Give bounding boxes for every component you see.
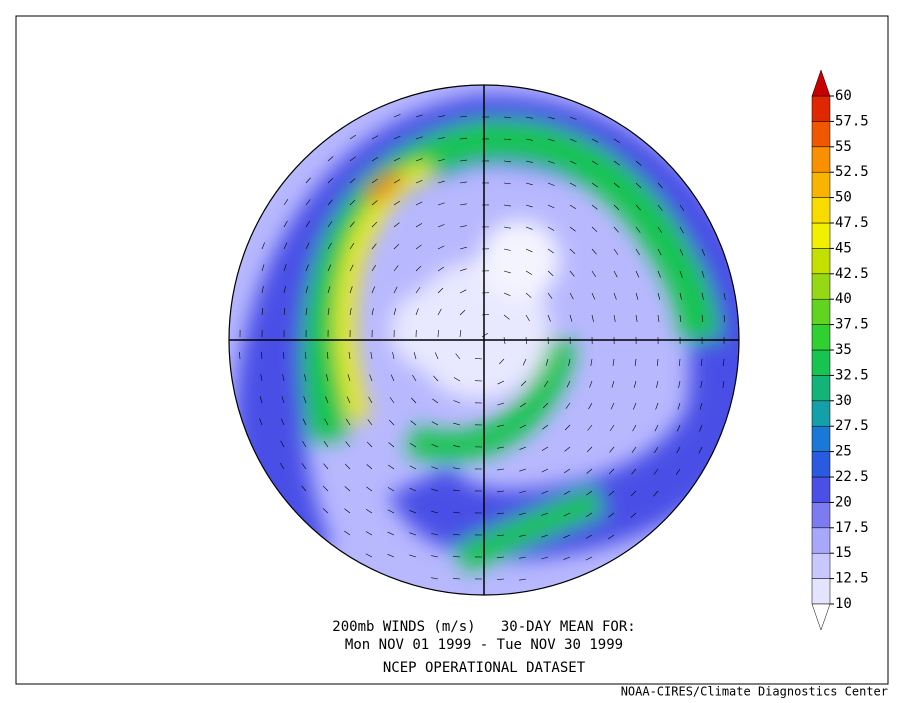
color-band <box>812 172 830 197</box>
under-triangle <box>812 604 830 630</box>
colorbar-label: 57.5 <box>835 113 869 129</box>
colorbar-label: 37.5 <box>835 317 869 333</box>
colorbar-label: 25 <box>835 444 852 460</box>
color-band <box>812 502 830 527</box>
over-triangle <box>812 70 830 96</box>
color-band <box>812 553 830 578</box>
colorbar-label: 27.5 <box>835 418 869 434</box>
colorbar-label: 15 <box>835 545 852 561</box>
colorbar-label: 32.5 <box>835 367 869 383</box>
color-band <box>812 401 830 426</box>
colorbar-label: 20 <box>835 494 852 510</box>
color-band <box>812 248 830 273</box>
colorbar-label: 22.5 <box>835 469 869 485</box>
colorbar: 10 12.5 15 17.5 20 22.5 25 27.5 30 32.5 35 37.5 40 42… <box>812 70 869 630</box>
colorbar-label: 10 <box>835 596 852 612</box>
color-band <box>812 325 830 350</box>
colorbar-label: 35 <box>835 342 852 358</box>
colorbar-label: 17.5 <box>835 520 869 536</box>
color-band <box>812 223 830 248</box>
colorbar-label: 42.5 <box>835 266 869 282</box>
colorbar-label: 55 <box>835 139 852 155</box>
color-band <box>812 274 830 299</box>
title-line: NCEP OPERATIONAL DATASET <box>383 660 586 676</box>
color-band <box>812 198 830 223</box>
color-band <box>812 426 830 451</box>
colorbar-label: 12.5 <box>835 571 869 587</box>
credit: NOAA-CIRES/Climate Diagnostics Center <box>621 685 888 699</box>
color-band <box>812 375 830 400</box>
color-band <box>812 579 830 604</box>
colorbar-label: 47.5 <box>835 215 869 231</box>
color-band <box>812 147 830 172</box>
colorbar-label: 50 <box>835 190 852 206</box>
color-band <box>812 452 830 477</box>
colorbar-label: 40 <box>835 291 852 307</box>
colorbar-label: 60 <box>835 88 852 104</box>
color-band <box>812 299 830 324</box>
color-band <box>812 350 830 375</box>
colorbar-label: 52.5 <box>835 164 869 180</box>
color-band <box>812 477 830 502</box>
title-line: 200mb WINDS (m/s) 30-DAY MEAN FOR: <box>332 619 635 635</box>
color-band <box>812 96 830 121</box>
colorbar-label: 30 <box>835 393 852 409</box>
colorbar-label: 45 <box>835 240 852 256</box>
title-line: Mon NOV 01 1999 - Tue NOV 30 1999 <box>345 637 623 653</box>
color-band <box>812 528 830 553</box>
color-band <box>812 121 830 146</box>
